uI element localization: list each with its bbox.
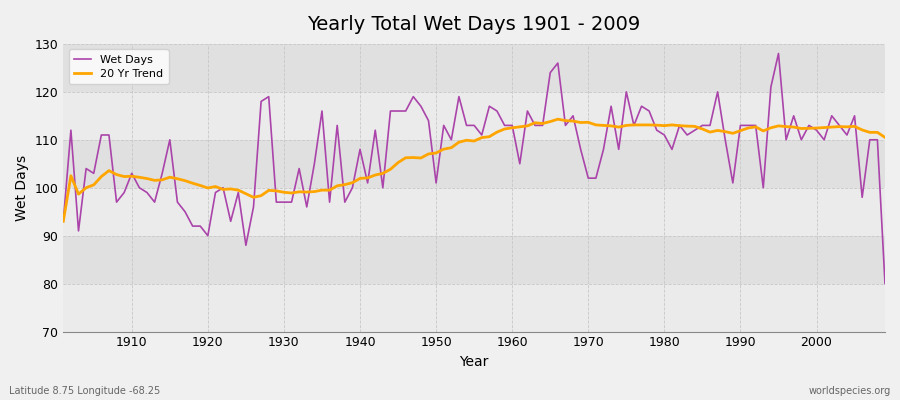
Bar xyxy=(63,188,885,236)
20 Yr Trend xyxy=(500,126,510,131)
Wet Days xyxy=(773,51,784,56)
Bar xyxy=(63,44,885,92)
Text: worldspecies.org: worldspecies.org xyxy=(809,386,891,396)
Wet Days xyxy=(119,190,130,195)
Legend: Wet Days, 20 Yr Trend: Wet Days, 20 Yr Trend xyxy=(68,50,168,84)
Wet Days xyxy=(598,147,609,152)
20 Yr Trend xyxy=(58,219,68,224)
Bar xyxy=(63,92,885,140)
Y-axis label: Wet Days: Wet Days xyxy=(15,155,29,221)
Wet Days xyxy=(286,200,297,204)
20 Yr Trend xyxy=(119,174,130,179)
20 Yr Trend xyxy=(606,124,616,128)
Wet Days xyxy=(332,123,343,128)
Line: Wet Days: Wet Days xyxy=(63,54,885,284)
Wet Days xyxy=(58,219,68,224)
Bar xyxy=(63,236,885,284)
Wet Days xyxy=(507,123,517,128)
20 Yr Trend xyxy=(879,135,890,140)
Title: Yearly Total Wet Days 1901 - 2009: Yearly Total Wet Days 1901 - 2009 xyxy=(308,15,641,34)
20 Yr Trend xyxy=(553,117,563,122)
20 Yr Trend xyxy=(286,191,297,196)
Line: 20 Yr Trend: 20 Yr Trend xyxy=(63,119,885,221)
Wet Days xyxy=(500,123,510,128)
Wet Days xyxy=(879,281,890,286)
Bar xyxy=(63,284,885,332)
20 Yr Trend xyxy=(332,184,343,188)
20 Yr Trend xyxy=(507,125,517,130)
X-axis label: Year: Year xyxy=(460,355,489,369)
Bar xyxy=(63,140,885,188)
Text: Latitude 8.75 Longitude -68.25: Latitude 8.75 Longitude -68.25 xyxy=(9,386,160,396)
